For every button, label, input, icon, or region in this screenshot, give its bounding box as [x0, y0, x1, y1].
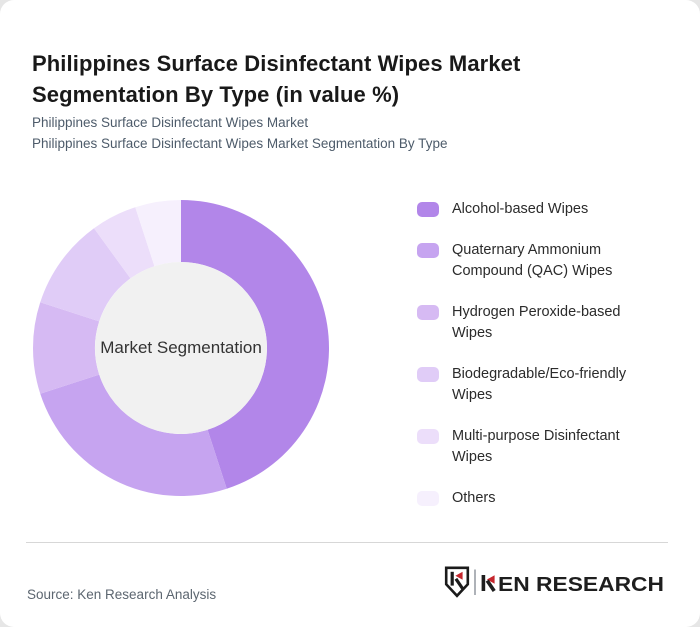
- legend-item-0: Alcohol-based Wipes: [417, 199, 673, 221]
- logo-brand-text: EN RESEARCH: [498, 574, 664, 596]
- legend-label: Multi-purpose Disinfectant Wipes: [452, 427, 620, 466]
- subtitle-line-2: Philippines Surface Disinfectant Wipes M…: [32, 136, 448, 151]
- legend-swatch-icon: [417, 242, 439, 258]
- ken-research-logo: EN RESEARCH: [444, 566, 664, 598]
- legend: Alcohol-based Wipes Quaternary Ammonium C…: [417, 199, 673, 509]
- legend-item-2: Hydrogen Peroxide-based Wipes: [417, 302, 673, 345]
- legend-label: Biodegradable/Eco-friendly Wipes: [452, 365, 627, 404]
- donut-slice-2: [32, 302, 100, 394]
- page-title: Philippines Surface Disinfectant Wipes M…: [32, 50, 521, 107]
- legend-swatch-icon: [417, 304, 439, 320]
- ken-shield-icon: [444, 566, 470, 598]
- donut-slice-1: [40, 374, 227, 497]
- legend-item-4: Multi-purpose Disinfectant Wipes: [417, 426, 673, 469]
- donut-slice-4: [94, 207, 155, 279]
- donut-chart: Market Segmentation: [31, 198, 331, 498]
- legend-label: Quaternary Ammonium Compound (QAC) Wipes: [452, 241, 613, 280]
- source-note: Source: Ken Research Analysis: [27, 587, 217, 602]
- donut-slice-0: [181, 200, 330, 489]
- legend-swatch-icon: [417, 202, 439, 217]
- legend-swatch-icon: [417, 490, 439, 506]
- legend-item-5: Others: [417, 488, 673, 510]
- donut-svg: [32, 200, 330, 497]
- legend-item-1: Quaternary Ammonium Compound (QAC) Wipes: [417, 240, 673, 283]
- donut-slice-3: [40, 228, 131, 322]
- legend-label: Others: [452, 489, 496, 506]
- subtitle-block: Philippines Surface Disinfectant Wipes M…: [32, 112, 447, 154]
- donut-center-circle: [95, 262, 267, 434]
- subtitle-line-1: Philippines Surface Disinfectant Wipes M…: [32, 115, 309, 130]
- legend-item-3: Biodegradable/Eco-friendly Wipes: [417, 364, 673, 407]
- legend-swatch-icon: [417, 366, 439, 382]
- logo-separator: [474, 569, 476, 595]
- legend-label: Hydrogen Peroxide-based Wipes: [452, 303, 621, 342]
- logo-k-glyph: [481, 575, 496, 593]
- legend-label: Alcohol-based Wipes: [452, 201, 589, 217]
- footer-divider: [26, 542, 668, 543]
- legend-swatch-icon: [417, 428, 439, 444]
- donut-slice-5: [135, 200, 181, 267]
